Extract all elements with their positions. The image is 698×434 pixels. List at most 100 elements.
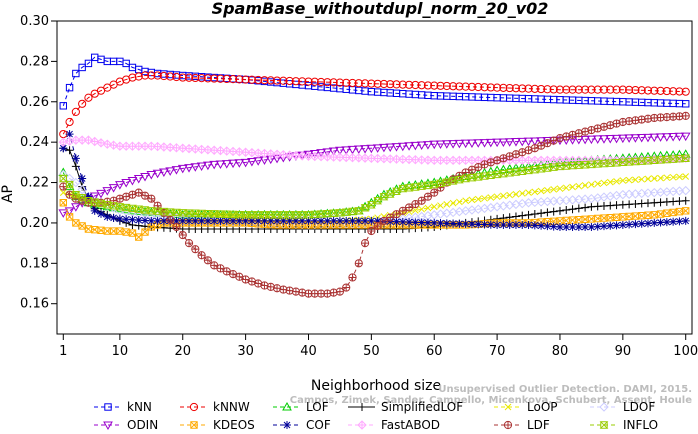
data-point [228,75,238,84]
x-tick-label: 1 [59,344,67,359]
data-point [460,139,471,149]
data-point [348,273,357,282]
data-point [65,117,74,127]
data-point [184,73,194,82]
data-point [443,201,451,208]
legend-label: KDEOS [213,418,255,432]
data-point [492,138,502,148]
data-point [58,167,69,176]
data-point [512,190,520,198]
data-point [523,137,534,147]
legend-label: FastABOD [381,418,440,432]
data-point [681,185,691,196]
data-point [291,216,300,225]
data-point [637,86,646,95]
data-point [682,100,690,108]
data-point [430,81,439,90]
data-point [361,216,370,225]
data-point [430,188,439,197]
data-point [505,220,514,229]
data-point [240,158,251,168]
data-point [657,174,664,182]
legend-label: LDF [527,418,550,432]
data-point [335,287,345,296]
data-point [504,163,515,173]
watermark-line-1: Unsupervised Outlier Detection. DAMI, 20… [438,384,692,395]
data-point [486,220,495,229]
data-point [235,75,244,84]
data-point [599,135,609,144]
data-point [423,141,433,150]
data-point [65,83,74,92]
data-point [360,239,370,248]
data-point [556,185,564,192]
data-point [153,216,162,225]
y-tick-label: 0.30 [20,14,49,29]
series-ldf [59,111,690,298]
data-point [285,216,294,225]
data-point [448,82,458,91]
data-point [159,216,168,225]
legend-marker [503,420,513,430]
data-point [58,174,68,183]
data-point [229,216,238,225]
data-point [203,256,212,265]
data-point [416,141,427,150]
data-point [216,216,225,225]
data-point [418,205,426,213]
data-point [523,161,534,170]
data-point [436,219,445,228]
data-point [152,169,163,179]
data-point [342,283,351,292]
data-point [65,130,74,139]
data-point [247,75,257,84]
data-point [675,87,684,96]
data-point [606,85,615,94]
data-point [373,221,382,231]
watermark-line-2: Campos, Zimek, Sander, Campello, Micenko… [290,395,692,406]
data-point [625,85,634,94]
data-point [122,59,130,68]
data-point [662,86,671,96]
legend-item-inflo: INFLO [590,418,658,432]
data-point [216,74,225,83]
data-point [348,78,357,88]
data-point [410,141,421,151]
data-point [247,158,257,167]
series-line-knnw [62,75,686,135]
data-point [537,84,546,94]
data-point [676,173,683,181]
data-point [285,76,294,86]
data-point [272,76,282,85]
data-point [454,139,465,149]
data-point [456,198,463,206]
data-point [128,215,137,224]
data-point [398,80,407,89]
y-tick-label: 0.24 [20,135,49,150]
y-tick-label: 0.18 [20,256,49,271]
data-point [493,220,502,229]
data-point [479,139,490,148]
legend-item-loop: LoOP [494,400,558,414]
data-point [417,218,426,227]
data-point [441,140,452,149]
data-point [668,133,679,142]
data-point [663,209,671,217]
data-point [637,219,646,228]
data-point [323,78,332,87]
y-tick-label: 0.26 [20,95,49,110]
data-point [353,145,364,155]
data-point [468,196,476,204]
data-point [473,139,484,148]
data-point [222,74,231,84]
data-point [71,162,80,171]
data-point [568,85,577,94]
data-point [78,222,86,230]
data-point [580,135,590,145]
data-point [97,209,106,218]
data-point [518,211,527,220]
data-point [172,72,181,82]
data-point [669,87,678,96]
data-point [435,140,446,149]
data-point [235,216,244,225]
